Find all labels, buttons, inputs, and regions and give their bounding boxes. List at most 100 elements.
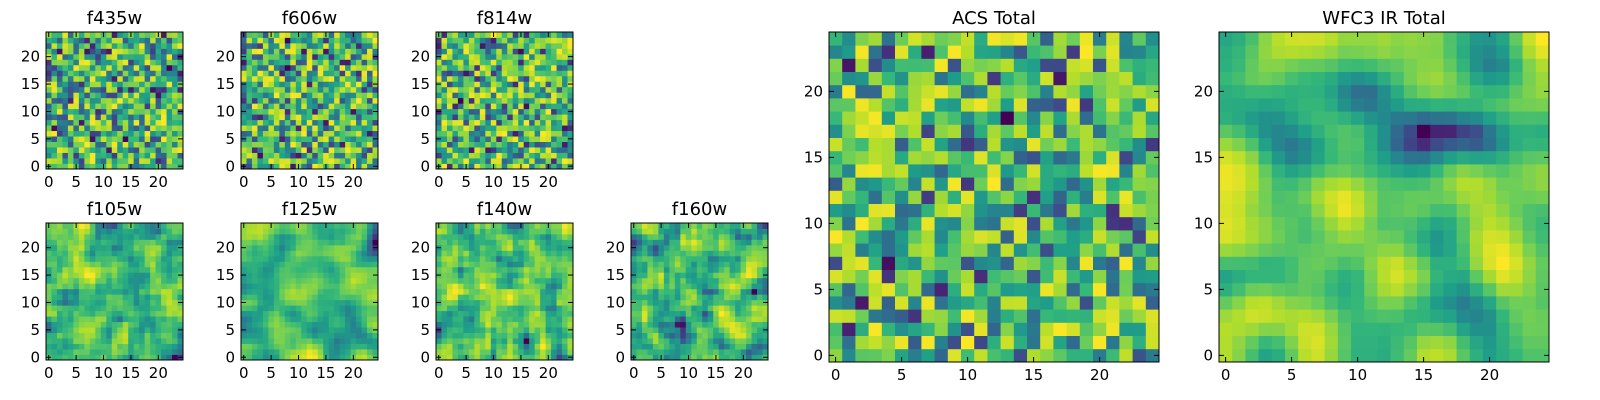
heatmap-cell: [367, 64, 373, 71]
heatmap-cell: [257, 130, 264, 137]
heatmap-cell: [67, 321, 74, 328]
heatmap-cell: [172, 136, 178, 142]
heatmap-cell: [166, 272, 173, 279]
heatmap-cell: [56, 64, 63, 71]
heatmap-cell: [746, 228, 752, 235]
heatmap-cell: [680, 349, 687, 355]
heatmap-cell: [562, 327, 568, 333]
axes-frame: [240, 31, 379, 170]
heatmap-cell: [241, 75, 247, 82]
heatmap-cell: [908, 322, 922, 336]
heatmap-cell: [56, 119, 63, 126]
heatmap-cell: [696, 305, 703, 312]
heatmap-cell: [1053, 177, 1067, 191]
heatmap-cell: [106, 349, 113, 355]
heatmap-cell: [496, 81, 503, 88]
heatmap-cell: [680, 233, 687, 240]
heatmap-cell: [696, 255, 703, 262]
heatmap-cell: [1119, 296, 1133, 310]
heatmap-cell: [328, 114, 335, 121]
heatmap-cell: [485, 261, 492, 268]
heatmap-cell: [306, 103, 313, 110]
heatmap-cell: [507, 299, 514, 306]
heatmap-cell: [702, 332, 709, 339]
heatmap-cell: [367, 81, 373, 88]
heatmap-cell: [529, 266, 536, 273]
heatmap-cell: [323, 86, 330, 93]
heatmap-cell: [301, 59, 308, 66]
heatmap-cell: [485, 283, 492, 290]
x-tick-label: 5: [71, 173, 81, 191]
heatmap-cell: [246, 130, 253, 137]
heatmap-cell: [757, 261, 763, 268]
heatmap-cell: [339, 141, 346, 148]
heatmap-cell: [545, 86, 552, 93]
heatmap-cell: [106, 266, 113, 273]
heatmap-cell: [257, 152, 264, 159]
heatmap-cell: [746, 272, 752, 279]
heatmap-cell: [372, 70, 379, 77]
heatmap-cell: [251, 130, 258, 137]
x-tick-label: 20: [149, 173, 168, 191]
heatmap-cell: [317, 244, 324, 251]
heatmap-cell: [441, 294, 448, 301]
heatmap-cell: [1000, 230, 1015, 244]
heatmap-cell: [724, 233, 731, 240]
heatmap-cell: [78, 239, 85, 246]
heatmap-cell: [78, 48, 85, 55]
heatmap-cell: [251, 53, 258, 60]
heatmap-cell: [150, 305, 156, 312]
heatmap-cell: [479, 48, 486, 55]
heatmap-cell: [273, 266, 280, 273]
heatmap-cell: [56, 42, 63, 49]
heatmap-cell: [89, 81, 96, 88]
heatmap-cell: [556, 37, 563, 44]
heatmap-cell: [284, 261, 291, 268]
heatmap-cell: [312, 152, 319, 159]
heatmap-cell: [328, 141, 335, 148]
heatmap-cell: [323, 48, 330, 55]
heatmap-cell: [881, 243, 896, 257]
heatmap-cell: [987, 164, 1001, 178]
heatmap-cell: [155, 75, 162, 82]
heatmap-cell: [372, 158, 379, 164]
heatmap-cell: [1040, 269, 1054, 284]
heatmap-cell: [51, 97, 58, 104]
heatmap-cell: [490, 272, 497, 279]
heatmap-cell: [663, 316, 670, 323]
heatmap-cell: [334, 288, 341, 295]
heatmap-cell: [122, 332, 129, 339]
heatmap-cell: [567, 114, 574, 121]
heatmap-cell: [361, 32, 368, 38]
heatmap-cell: [172, 103, 178, 110]
heatmap-cell: [273, 97, 280, 104]
heatmap-cell: [534, 250, 541, 257]
heatmap-cell: [251, 250, 258, 257]
heatmap-cell: [436, 239, 442, 246]
heatmap-cell: [485, 338, 492, 344]
heatmap-cell: [323, 316, 330, 323]
heatmap-cell: [100, 48, 107, 55]
heatmap-cell: [106, 343, 113, 350]
heatmap-cell: [306, 59, 313, 66]
heatmap-cell: [339, 130, 346, 137]
heatmap-cell: [117, 305, 124, 312]
heatmap-cell: [551, 261, 557, 268]
heatmap-cell: [757, 277, 763, 284]
heatmap-cell: [73, 332, 80, 339]
heatmap-cell: [339, 92, 346, 99]
heatmap-cell: [663, 354, 670, 361]
heatmap-cell: [262, 354, 269, 361]
heatmap-cell: [868, 309, 883, 323]
heatmap-cell: [496, 321, 503, 328]
heatmap-cell: [161, 70, 167, 77]
heatmap-cell: [663, 228, 670, 235]
heatmap-cell: [529, 349, 536, 355]
heatmap-cell: [100, 239, 107, 246]
heatmap-cell: [106, 327, 113, 333]
heatmap-cell: [496, 354, 503, 361]
heatmap-cell: [463, 53, 470, 60]
heatmap-cell: [556, 255, 563, 262]
heatmap-cell: [78, 321, 85, 328]
